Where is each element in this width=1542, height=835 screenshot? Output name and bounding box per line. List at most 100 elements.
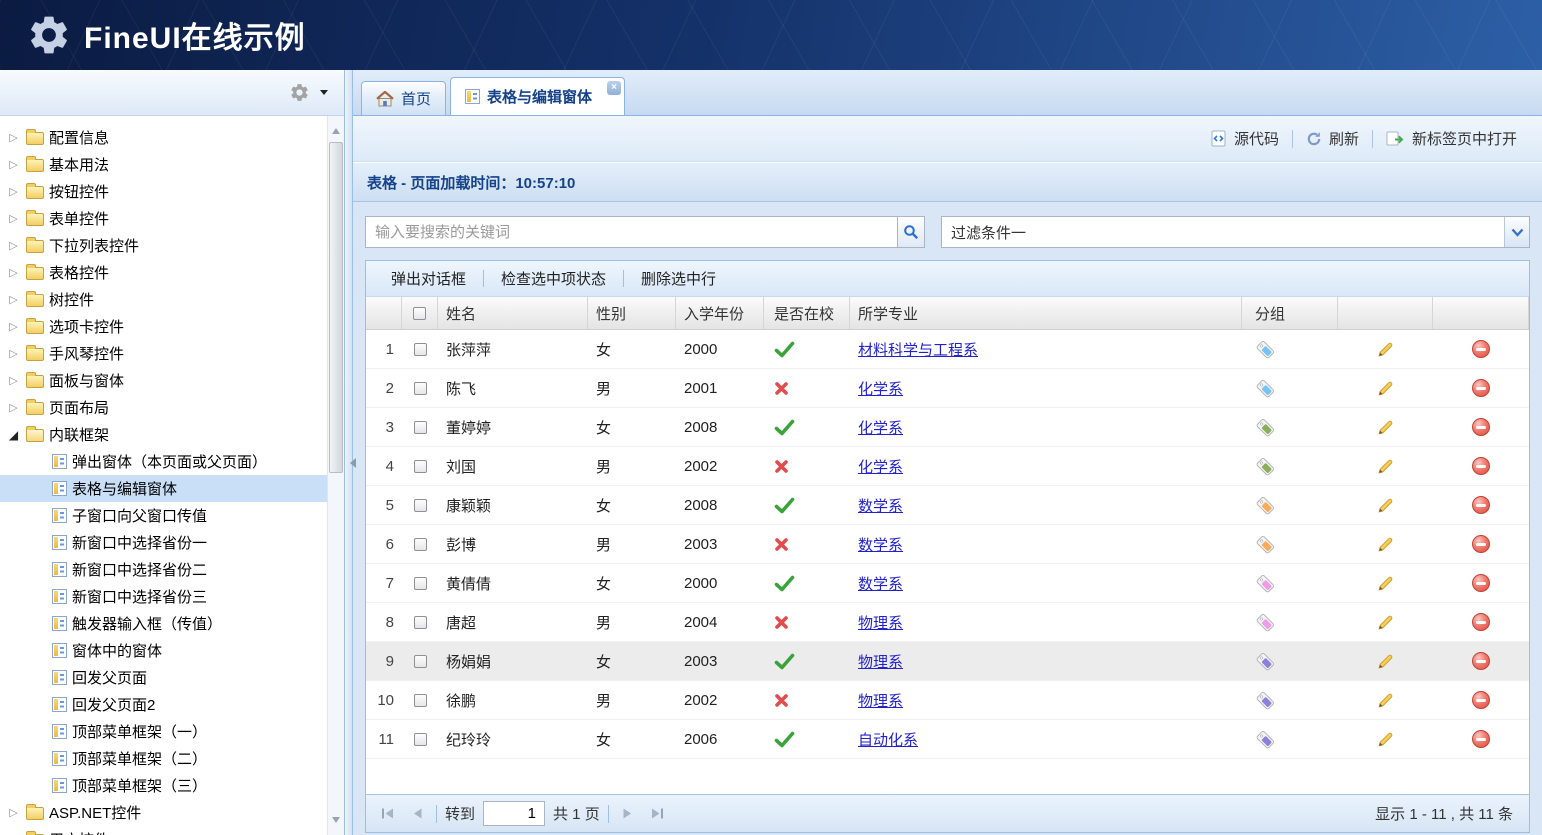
page-number-input[interactable]: [483, 801, 546, 826]
row-checkbox[interactable]: [413, 381, 427, 395]
table-row[interactable]: 6 彭博 男 2003 数学系: [366, 525, 1529, 564]
tree-folder-item[interactable]: ▷ 树控件: [0, 286, 327, 313]
collapse-sidebar-icon[interactable]: [345, 458, 356, 468]
filter-dropdown[interactable]: 过滤条件一: [941, 216, 1530, 248]
major-link[interactable]: 物理系: [858, 653, 904, 671]
pencil-icon[interactable]: [1376, 535, 1395, 554]
popup-dialog-button[interactable]: 弹出对话框: [391, 271, 467, 288]
tree-expand-icon[interactable]: ▷: [9, 321, 18, 333]
tree-leaf-item[interactable]: 顶部菜单框架（一）: [0, 718, 327, 745]
tree-leaf-item[interactable]: 新窗口中选择省份一: [0, 529, 327, 556]
pencil-icon[interactable]: [1376, 691, 1395, 710]
red-minus-circle-icon[interactable]: [1472, 340, 1490, 358]
table-row[interactable]: 1 张萍萍 女 2000 材料科学与工程系: [366, 330, 1529, 369]
red-minus-circle-icon[interactable]: [1472, 613, 1490, 631]
tree-leaf-item[interactable]: 窗体中的窗体: [0, 637, 327, 664]
tree-folder-item[interactable]: ▷ 按钮控件: [0, 178, 327, 205]
check-selected-button[interactable]: 检查选中项状态: [501, 271, 607, 288]
scrollbar-down-icon[interactable]: [332, 817, 340, 827]
source-code-button[interactable]: 源代码: [1197, 124, 1292, 154]
major-link[interactable]: 自动化系: [858, 731, 919, 749]
tree-folder-item[interactable]: ▷ 选项卡控件: [0, 313, 327, 340]
table-row[interactable]: 4 刘国 男 2002 化学系: [366, 447, 1529, 486]
row-checkbox[interactable]: [413, 459, 427, 473]
tree-folder-item[interactable]: ▷ 配置信息: [0, 124, 327, 151]
red-minus-circle-icon[interactable]: [1472, 691, 1490, 709]
tree-expand-icon[interactable]: ▷: [9, 375, 18, 387]
table-row[interactable]: 5 康颖颖 女 2008 数学系: [366, 486, 1529, 525]
tree-leaf-item[interactable]: 子窗口向父窗口传值: [0, 502, 327, 529]
pencil-icon[interactable]: [1376, 340, 1395, 359]
major-link[interactable]: 化学系: [858, 380, 904, 398]
scrollbar-up-icon[interactable]: [332, 124, 340, 134]
search-button[interactable]: [897, 216, 925, 248]
delete-selected-button[interactable]: 删除选中行: [641, 271, 717, 288]
prev-page-button[interactable]: [406, 803, 428, 825]
tree-folder-item[interactable]: ▷ 表单控件: [0, 205, 327, 232]
row-checkbox[interactable]: [413, 654, 427, 668]
search-input[interactable]: [365, 216, 897, 248]
table-row[interactable]: 2 陈飞 男 2001 化学系: [366, 369, 1529, 408]
pencil-icon[interactable]: [1376, 418, 1395, 437]
settings-caret-icon[interactable]: [320, 90, 328, 99]
table-row[interactable]: 3 董婷婷 女 2008 化学系: [366, 408, 1529, 447]
major-link[interactable]: 物理系: [858, 614, 904, 632]
pencil-icon[interactable]: [1376, 613, 1395, 632]
pencil-icon[interactable]: [1376, 652, 1395, 671]
tree-leaf-item[interactable]: 顶部菜单框架（三）: [0, 772, 327, 799]
tree-expand-icon[interactable]: ▷: [9, 807, 18, 819]
tree-leaf-item[interactable]: 表格与编辑窗体: [0, 475, 327, 502]
tree-expand-icon[interactable]: ▷: [9, 132, 18, 144]
open-new-tab-button[interactable]: 新标签页中打开: [1373, 124, 1530, 154]
pencil-icon[interactable]: [1376, 574, 1395, 593]
tree-leaf-item[interactable]: 回发父页面: [0, 664, 327, 691]
pencil-icon[interactable]: [1376, 496, 1395, 515]
tree-leaf-item[interactable]: 弹出窗体（本页面或父页面）: [0, 448, 327, 475]
red-minus-circle-icon[interactable]: [1472, 457, 1490, 475]
major-link[interactable]: 数学系: [858, 497, 904, 515]
tree-folder-item[interactable]: ▷ 手风琴控件: [0, 340, 327, 367]
major-link[interactable]: 材料科学与工程系: [858, 341, 979, 359]
pencil-icon[interactable]: [1376, 379, 1395, 398]
row-checkbox[interactable]: [413, 615, 427, 629]
tree-expand-icon[interactable]: ▷: [9, 348, 18, 360]
pencil-icon[interactable]: [1376, 730, 1395, 749]
tree-collapse-icon[interactable]: ◢: [8, 427, 19, 442]
major-link[interactable]: 数学系: [858, 575, 904, 593]
major-link[interactable]: 化学系: [858, 419, 904, 437]
red-minus-circle-icon[interactable]: [1472, 379, 1490, 397]
tree-leaf-item[interactable]: 新窗口中选择省份三: [0, 583, 327, 610]
refresh-button[interactable]: 刷新: [1293, 124, 1372, 154]
tab-grid-edit-window[interactable]: 表格与编辑窗体 ×: [450, 77, 626, 115]
tree-folder-item[interactable]: ▷ ASP.NET控件: [0, 799, 327, 826]
tree-expand-icon[interactable]: ▷: [9, 159, 18, 171]
tree-folder-item[interactable]: ▷用户控件: [0, 826, 327, 835]
tree-expand-icon[interactable]: ▷: [9, 186, 18, 198]
table-row[interactable]: 9 杨娟娟 女 2003 物理系: [366, 642, 1529, 681]
tab-home[interactable]: 首页: [361, 81, 447, 115]
red-minus-circle-icon[interactable]: [1472, 535, 1490, 553]
row-checkbox[interactable]: [413, 420, 427, 434]
row-checkbox[interactable]: [413, 576, 427, 590]
tree-leaf-item[interactable]: 触发器输入框（传值）: [0, 610, 327, 637]
tree-folder-item[interactable]: ◢ 内联框架: [0, 421, 327, 448]
pencil-icon[interactable]: [1376, 457, 1395, 476]
settings-gear-icon[interactable]: [289, 82, 310, 103]
row-checkbox[interactable]: [413, 537, 427, 551]
tree-expand-icon[interactable]: ▷: [9, 294, 18, 306]
tree-expand-icon[interactable]: ▷: [9, 213, 18, 225]
tree-folder-item[interactable]: ▷ 面板与窗体: [0, 367, 327, 394]
major-link[interactable]: 化学系: [858, 458, 904, 476]
tree-leaf-item[interactable]: 顶部菜单框架（二）: [0, 745, 327, 772]
red-minus-circle-icon[interactable]: [1472, 574, 1490, 592]
tree-leaf-item[interactable]: 新窗口中选择省份二: [0, 556, 327, 583]
scrollbar-thumb[interactable]: [329, 142, 343, 473]
select-all-checkbox[interactable]: [413, 306, 426, 320]
red-minus-circle-icon[interactable]: [1472, 730, 1490, 748]
tree-expand-icon[interactable]: ▷: [9, 240, 18, 252]
red-minus-circle-icon[interactable]: [1472, 418, 1490, 436]
table-row[interactable]: 10 徐鹏 男 2002 物理系: [366, 681, 1529, 720]
tree-expand-icon[interactable]: ▷: [9, 267, 18, 279]
tab-close-icon[interactable]: ×: [607, 81, 622, 95]
red-minus-circle-icon[interactable]: [1472, 496, 1490, 514]
